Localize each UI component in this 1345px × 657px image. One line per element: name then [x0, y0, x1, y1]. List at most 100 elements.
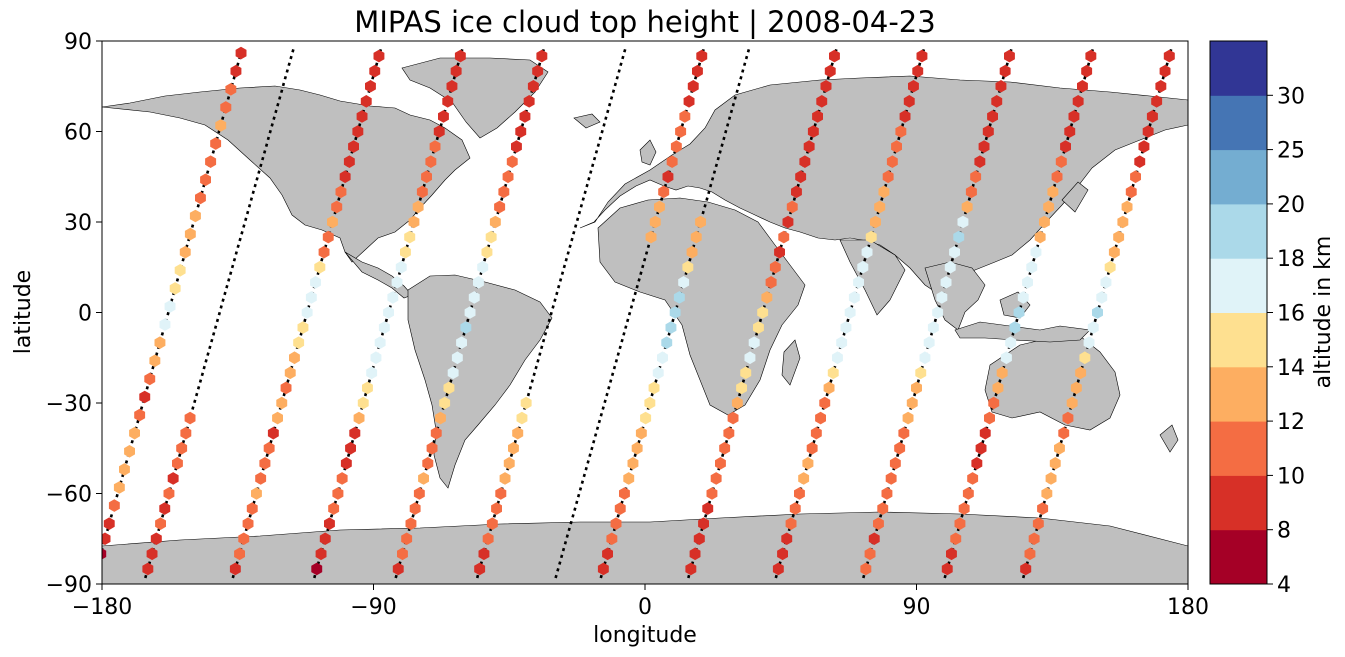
- cloud-top-marker: [786, 200, 798, 214]
- cloud-top-marker: [868, 532, 880, 545]
- cloud-top-marker: [454, 49, 466, 63]
- cloud-markers: [102, 46, 1175, 576]
- cloud-top-marker: [782, 215, 794, 229]
- cloud-top-marker: [772, 562, 784, 576]
- cloud-top-marker: [777, 547, 788, 561]
- cloud-top-marker: [357, 396, 369, 410]
- cloud-top-marker: [267, 426, 279, 440]
- cloud-top-marker: [242, 517, 254, 530]
- cloud-top-marker: [848, 291, 860, 304]
- cloud-top-marker: [155, 517, 166, 530]
- colorbar-segment: [1210, 95, 1267, 151]
- cloud-top-marker: [971, 457, 983, 470]
- cloud-top-marker: [255, 472, 267, 485]
- cloud-top-marker: [610, 517, 622, 530]
- cloud-top-marker: [1072, 95, 1084, 108]
- cloud-top-marker: [1047, 185, 1059, 199]
- cloud-top-marker: [614, 502, 626, 515]
- cloud-top-marker: [527, 80, 539, 93]
- cloud-top-marker: [408, 215, 420, 229]
- cloud-top-marker: [421, 170, 432, 184]
- cloud-top-marker: [961, 200, 973, 214]
- cloud-top-marker: [1000, 351, 1012, 365]
- cloud-top-marker: [102, 532, 111, 545]
- cloud-top-marker: [498, 185, 510, 199]
- cloud-top-marker: [400, 245, 411, 259]
- cloud-top-marker: [443, 381, 455, 395]
- colorbar-tick-label: 10: [1277, 464, 1305, 489]
- cloud-top-marker: [695, 215, 706, 229]
- cloud-top-marker: [996, 366, 1008, 380]
- cloud-top-marker: [1049, 457, 1061, 470]
- cloud-top-marker: [144, 372, 156, 386]
- cloud-top-marker: [229, 562, 241, 576]
- cloud-top-marker: [1051, 170, 1063, 184]
- cloud-top-marker: [1054, 441, 1065, 455]
- x-axis-ticks: −180 −90 0 90 180: [72, 584, 1209, 620]
- cloud-top-marker: [1087, 321, 1099, 334]
- cloud-top-marker: [392, 562, 404, 576]
- cloud-top-marker: [481, 245, 493, 259]
- cloud-top-marker: [970, 170, 982, 184]
- cloud-top-marker: [1138, 140, 1150, 153]
- cloud-top-marker: [1079, 351, 1091, 365]
- cloud-top-marker: [686, 245, 698, 259]
- cloud-top-marker: [940, 276, 952, 289]
- cloud-top-marker: [669, 306, 681, 319]
- cloud-top-marker: [927, 321, 939, 334]
- cloud-top-marker: [503, 457, 515, 470]
- cloud-top-marker: [974, 155, 986, 168]
- cloud-top-marker: [687, 80, 699, 93]
- cloud-top-marker: [142, 562, 154, 576]
- cloud-top-marker: [289, 351, 300, 365]
- cloud-top-marker: [658, 185, 670, 199]
- cloud-top-marker: [778, 230, 790, 244]
- cloud-top-marker: [824, 64, 836, 78]
- cloud-top-marker: [456, 336, 467, 349]
- colorbar-tick-label: 12: [1277, 410, 1305, 435]
- cloud-top-marker: [678, 276, 690, 289]
- cloud-top-marker: [799, 155, 811, 168]
- y-tick-label: 0: [78, 302, 92, 327]
- cloud-top-marker: [362, 381, 373, 395]
- cloud-top-marker: [373, 49, 385, 63]
- cloud-top-marker: [953, 230, 965, 244]
- cloud-top-marker: [184, 227, 196, 241]
- cloud-top-marker: [348, 140, 359, 153]
- colorbar-tick-label: 8: [1277, 519, 1291, 544]
- cloud-top-marker: [844, 306, 856, 319]
- cloud-top-marker: [877, 502, 889, 515]
- x-tick-label: 180: [1167, 595, 1209, 620]
- cloud-top-marker: [1159, 64, 1171, 78]
- cloud-top-marker: [815, 411, 826, 425]
- cloud-top-marker: [422, 457, 434, 470]
- cloud-top-marker: [418, 472, 429, 485]
- cloud-top-marker: [532, 64, 544, 78]
- cloud-top-marker: [878, 185, 890, 199]
- cloud-top-marker: [108, 499, 120, 512]
- cloud-top-marker: [823, 381, 835, 395]
- cloud-top-marker: [124, 445, 135, 458]
- cloud-top-marker: [965, 185, 977, 199]
- cloud-top-marker: [1028, 532, 1040, 545]
- cloud-top-marker: [1075, 366, 1087, 380]
- cloud-top-marker: [520, 396, 532, 410]
- antarctica-landmass: [102, 511, 1188, 584]
- cloud-top-marker: [1005, 336, 1017, 349]
- cloud-top-marker: [179, 245, 191, 259]
- cloud-top-marker: [670, 140, 682, 153]
- cloud-top-marker: [1026, 260, 1038, 274]
- cloud-top-marker: [405, 517, 417, 530]
- cloud-top-marker: [383, 306, 394, 319]
- cloud-top-marker: [189, 209, 201, 223]
- cloud-top-marker: [950, 532, 962, 545]
- cloud-top-marker: [319, 532, 331, 545]
- cloud-top-marker: [967, 472, 979, 485]
- cloud-top-marker: [1081, 64, 1093, 78]
- cloud-top-marker: [881, 487, 893, 500]
- cloud-top-marker: [652, 366, 664, 380]
- cloud-top-marker: [482, 532, 494, 545]
- cloud-top-marker: [919, 351, 931, 365]
- cloud-top-marker: [1104, 260, 1116, 274]
- greenland-landmass: [401, 57, 549, 139]
